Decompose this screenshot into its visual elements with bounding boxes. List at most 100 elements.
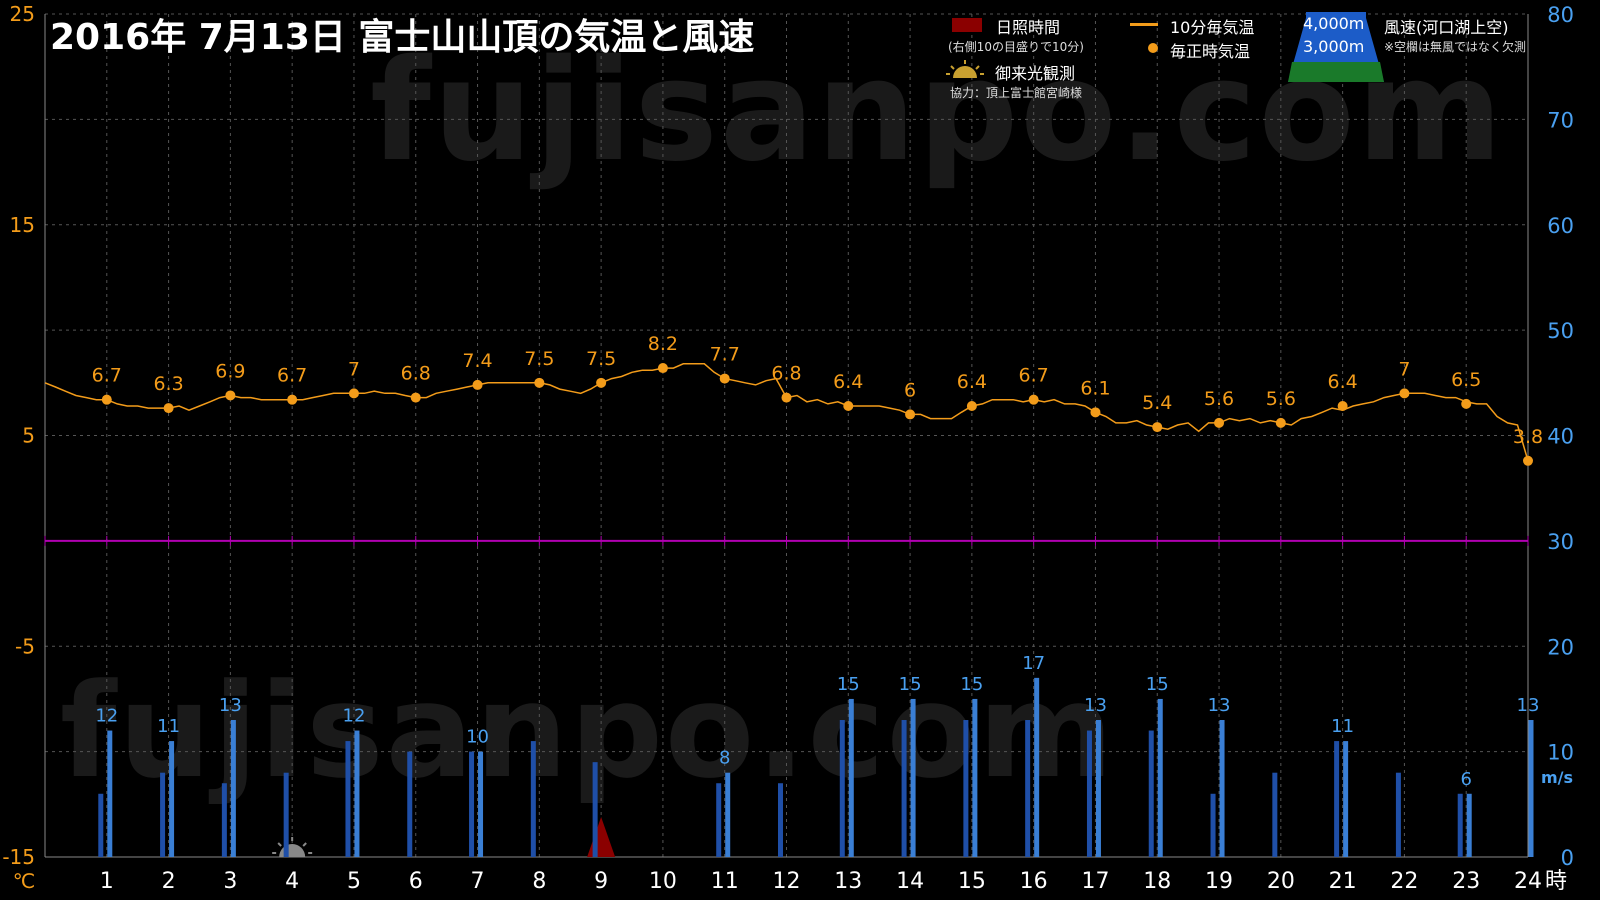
- temp-hourly-point: [163, 403, 174, 414]
- left-axis-tick-label: -5: [15, 634, 35, 658]
- wind-bar-4000m: [230, 720, 236, 857]
- hour-label: 16: [1020, 869, 1048, 894]
- temp-hourly-label: 6.3: [153, 373, 183, 395]
- wind-value-label: 15: [1146, 674, 1169, 695]
- sunshine-legend-label: 日照時間: [996, 18, 1061, 37]
- wind-value-label: 13: [219, 695, 242, 716]
- temp-hourly-label: 7.5: [524, 348, 554, 370]
- right-axis-tick-label: 70: [1547, 108, 1574, 132]
- temp-hourly-point: [225, 390, 236, 401]
- temp-hourly-point: [1275, 417, 1286, 428]
- left-axis-tick-label: 25: [10, 2, 35, 26]
- wind-value-label: 15: [960, 674, 983, 695]
- sunshine-legend-note: (右側10の目盛りで10分): [948, 40, 1084, 54]
- hour-label: 6: [409, 869, 423, 894]
- hour-label: 12: [773, 869, 801, 894]
- wind-bar-3000m: [839, 720, 845, 857]
- wind-value-label: 15: [837, 674, 860, 695]
- temp-hourly-point: [287, 394, 298, 405]
- wind-value-label: 13: [1084, 695, 1107, 716]
- wind-bar-3000m: [901, 720, 907, 857]
- sunrise-legend-label: 御来光観測: [995, 64, 1076, 83]
- wind-bar-4000m: [1466, 793, 1472, 857]
- mountain-legend-icon: [1288, 12, 1384, 82]
- temp-hourly-label: 7.5: [586, 348, 616, 370]
- right-axis-tick-label: 60: [1547, 214, 1574, 238]
- wind-value-label: 13: [1208, 695, 1231, 716]
- wind-bar-4000m: [972, 698, 978, 857]
- sunrise-icon-ray: [302, 842, 307, 847]
- temp-hourly-label: 7.7: [710, 344, 740, 366]
- credit-text: 協力：頂上富士館宮崎様: [950, 86, 1083, 100]
- wind-bar-4000m: [910, 698, 916, 857]
- chart-title: 2016年 7月13日 富士山山頂の気温と風速: [50, 17, 755, 58]
- wind-value-label: 12: [343, 706, 366, 727]
- temp-hourly-point: [1337, 400, 1348, 411]
- hour-label: 8: [532, 869, 546, 894]
- left-axis-tick-label: 15: [10, 213, 35, 237]
- temp-hourly-label: 6.4: [833, 371, 863, 393]
- wind-bar-4000m: [725, 772, 731, 857]
- temp-hourly-label: 6.7: [1019, 365, 1049, 387]
- hour-label: 4: [285, 869, 299, 894]
- wind-bar-3000m: [160, 772, 166, 857]
- hour-label: 15: [958, 869, 986, 894]
- temp-hourly-label: 3.8: [1513, 426, 1543, 448]
- hour-label: 20: [1267, 869, 1295, 894]
- right-axis-tick-label: 20: [1547, 635, 1574, 659]
- hour-label: 18: [1143, 869, 1171, 894]
- sunshine-marker: [587, 817, 616, 857]
- wind-bar-4000m: [169, 741, 175, 857]
- wind-value-label: 17: [1022, 653, 1045, 674]
- temp-hourly-point: [348, 388, 359, 399]
- sunrise-icon: [279, 844, 306, 857]
- temp-hourly-point: [966, 400, 977, 411]
- x-axis-unit: 時: [1545, 869, 1567, 894]
- hour-label: 10: [649, 869, 677, 894]
- wind-value-label: 11: [1331, 716, 1354, 737]
- hour-label: 7: [471, 869, 485, 894]
- wind-bar-3000m: [1086, 730, 1092, 857]
- wind-bar-4000m: [1343, 741, 1349, 857]
- temp-hourly-point: [1090, 407, 1101, 418]
- sunrise-icon-ray: [277, 842, 282, 847]
- temp-10min-legend-swatch: [1130, 23, 1158, 26]
- wind-bar-4000m: [107, 730, 113, 857]
- temp-hourly-label: 7.4: [462, 350, 492, 372]
- temp-hourly-label: 6.1: [1080, 377, 1110, 399]
- temp-hourly-label: 7: [348, 358, 360, 380]
- hour-label: 23: [1452, 869, 1480, 894]
- temp-hourly-point: [657, 363, 668, 374]
- wind-bar-3000m: [963, 720, 969, 857]
- right-axis-tick-label: 30: [1547, 530, 1574, 554]
- temp-hourly-point: [781, 392, 792, 403]
- wind-value-label: 8: [719, 748, 730, 769]
- wind-bar-4000m: [1219, 720, 1225, 857]
- wind-value-label: 12: [95, 706, 118, 727]
- wind-bar-4000m: [1034, 677, 1040, 857]
- temp-hourly-point: [1152, 422, 1163, 433]
- wind-bar-3000m: [778, 783, 783, 857]
- wind-bar-3000m: [1025, 720, 1031, 857]
- wind-bar-3000m: [592, 762, 598, 857]
- temp-hourly-point: [101, 394, 112, 405]
- temp-hourly-label: 6.7: [277, 365, 307, 387]
- temp-hourly-label: 5.6: [1266, 388, 1296, 410]
- temp-hourly-label: 8.2: [648, 333, 678, 355]
- alt-3000-legend-label: 3,000m: [1303, 37, 1365, 56]
- wind-bar-3000m: [469, 751, 475, 857]
- temp-hourly-legend-swatch: [1148, 43, 1158, 53]
- right-axis-tick-label: 10: [1547, 741, 1574, 765]
- temp-hourly-label: 5.6: [1204, 388, 1234, 410]
- temp-hourly-point: [1461, 398, 1472, 409]
- wind-bar-3000m: [716, 783, 722, 857]
- wind-bar-3000m: [1210, 793, 1216, 857]
- right-axis-tick-label: 50: [1547, 319, 1574, 343]
- hour-label: 24: [1514, 869, 1542, 894]
- wind-bar-3000m: [221, 783, 227, 857]
- hour-label: 21: [1329, 869, 1357, 894]
- alt-4000-legend-label: 4,000m: [1303, 14, 1365, 33]
- temp-hourly-point: [534, 377, 545, 388]
- wind-value-label: 6: [1460, 769, 1471, 790]
